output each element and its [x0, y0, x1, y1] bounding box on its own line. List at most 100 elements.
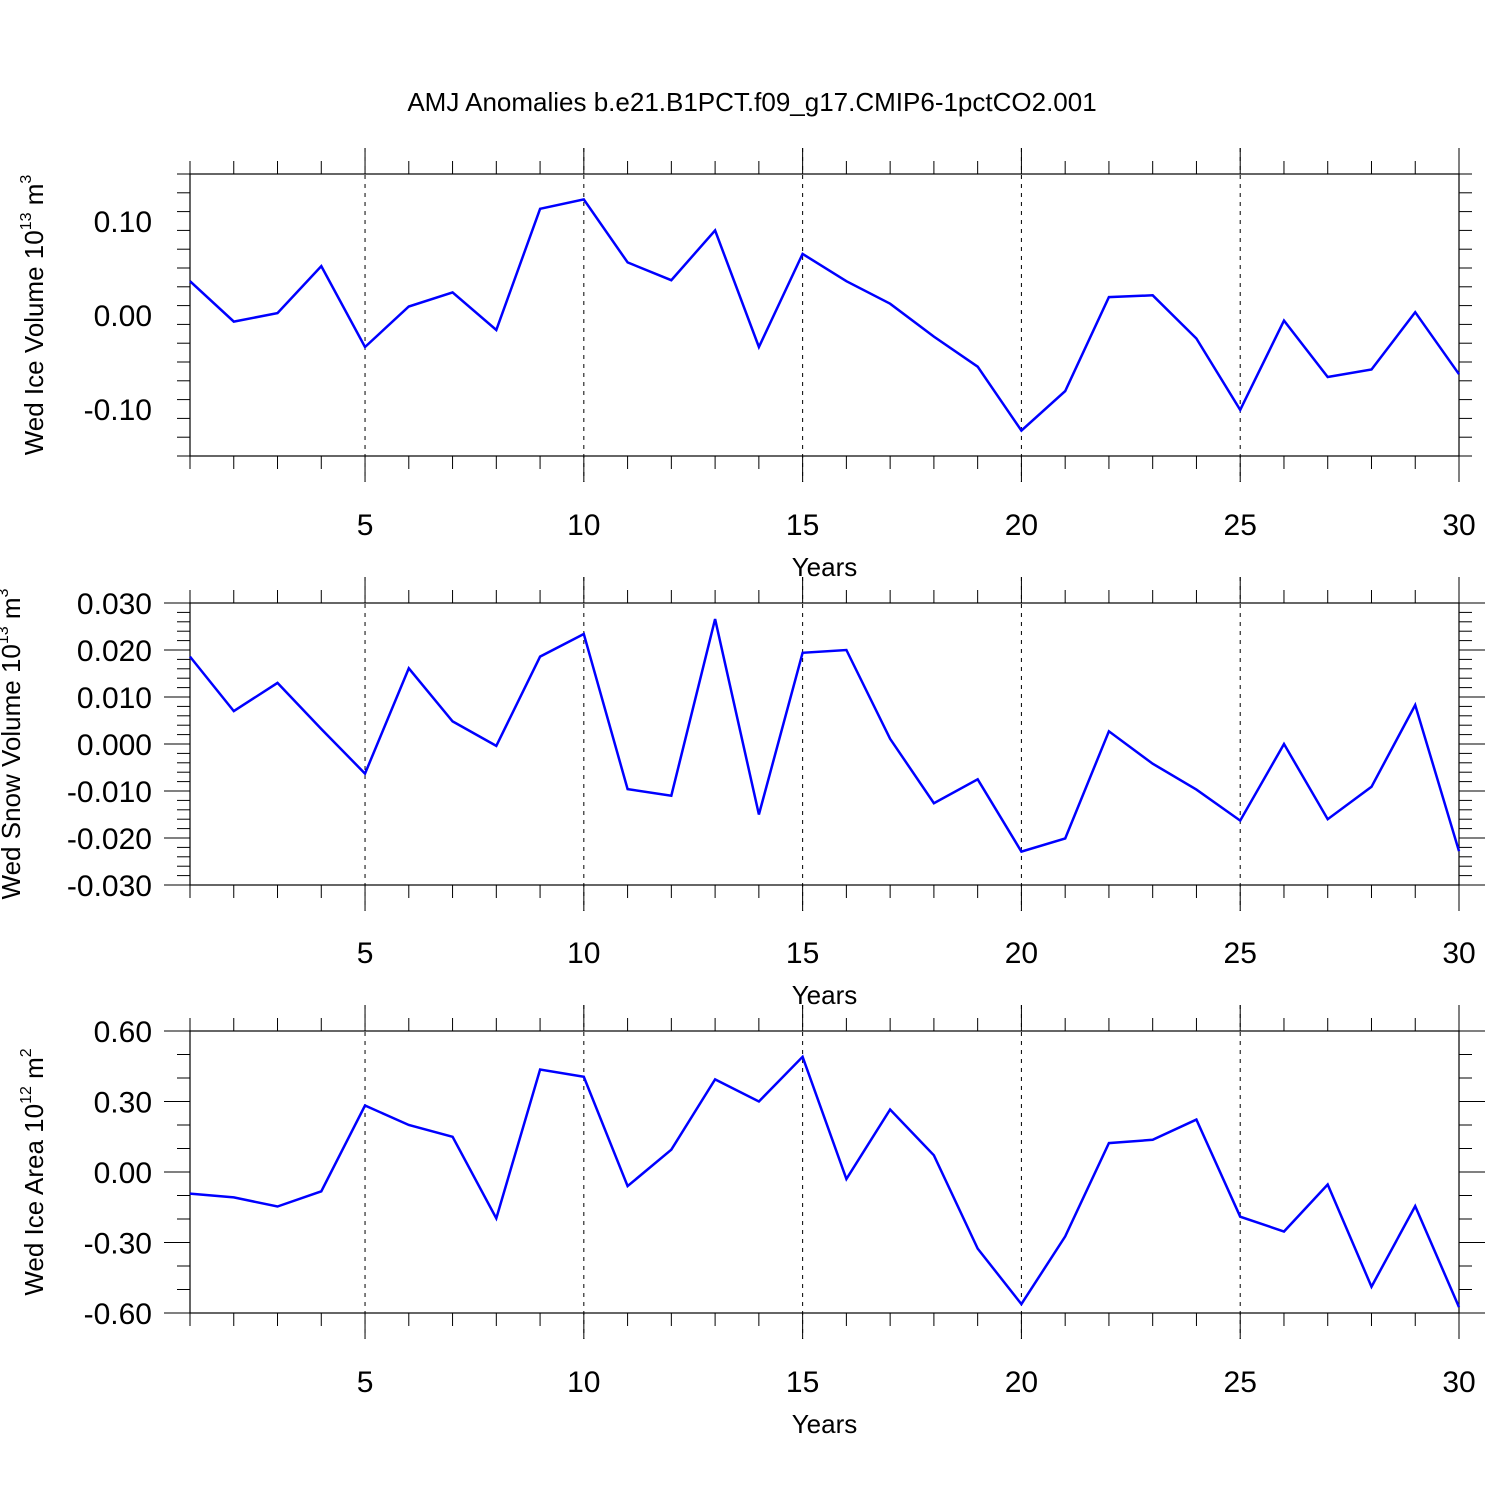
data-point — [276, 311, 280, 315]
data-point — [713, 228, 717, 232]
data-point — [1413, 310, 1417, 314]
data-point — [1019, 850, 1023, 854]
plot-frame — [189, 602, 1460, 886]
data-point — [1019, 1302, 1023, 1306]
data-point — [757, 345, 761, 349]
data-point — [232, 320, 236, 324]
data-point — [669, 278, 673, 282]
data-point — [451, 719, 455, 723]
data-point — [451, 1135, 455, 1139]
series-line — [189, 198, 1461, 433]
data-point — [1282, 319, 1286, 323]
panel-2: -0.030 -0.020 -0.010 0.000 0.010 0.020 0.030 5 1… — [0, 577, 1485, 1010]
data-point — [363, 772, 367, 776]
data-point — [1326, 1182, 1330, 1186]
data-point — [494, 328, 498, 332]
data-point — [1151, 762, 1155, 766]
x-tick-label: 15 — [786, 1366, 819, 1399]
data-point — [538, 655, 542, 659]
data-point — [801, 252, 805, 256]
data-point — [232, 1195, 236, 1199]
data-point — [1107, 729, 1111, 733]
data-point — [1457, 849, 1461, 853]
data-point — [1063, 836, 1067, 840]
data-point — [1107, 1141, 1111, 1145]
data-point — [538, 207, 542, 211]
data-point — [976, 365, 980, 369]
x-tick-label: 20 — [1005, 937, 1038, 970]
y-tick-label: 0.30 — [94, 1087, 152, 1120]
data-point — [407, 305, 411, 309]
x-tick-label: 15 — [786, 509, 819, 542]
series-line — [189, 618, 1461, 854]
data-point — [1238, 1215, 1242, 1219]
y-axis-label: Wed Ice Volume 1013 m3 — [18, 175, 49, 456]
data-point — [1457, 372, 1461, 376]
panel-1: -0.10 0.00 0.10 5 10 15 20 25 30 Years Wed Ice Vol… — [18, 148, 1476, 582]
y-tick-label: 0.00 — [94, 1157, 152, 1190]
data-point — [669, 1148, 673, 1152]
y-axis-label-unit: m — [0, 597, 26, 626]
data-point — [801, 1055, 805, 1059]
plot-frame — [189, 173, 1460, 457]
y-axis-label: Wed Ice Area 1012 m2 — [18, 1048, 49, 1295]
x-tick-label: 10 — [567, 937, 600, 970]
data-point — [582, 632, 586, 636]
x-tick-label: 30 — [1442, 937, 1475, 970]
data-point — [757, 813, 761, 817]
data-point — [1238, 408, 1242, 412]
series-line — [189, 1054, 1461, 1308]
x-tick-label: 20 — [1005, 1366, 1038, 1399]
y-tick-label: -0.30 — [84, 1228, 152, 1261]
x-tick-label: 5 — [357, 937, 374, 970]
y-tick-label: 0.020 — [77, 635, 152, 668]
x-tick-label: 25 — [1224, 1366, 1257, 1399]
data-point — [1194, 337, 1198, 341]
y-tick-label: 0.10 — [94, 206, 152, 239]
data-point — [844, 1177, 848, 1181]
data-point — [844, 279, 848, 283]
y-tick-label: -0.020 — [67, 823, 152, 856]
data-point — [713, 617, 717, 621]
y-axis-label-text: Wed Snow Volume 10 — [0, 644, 26, 899]
data-point — [1369, 785, 1373, 789]
y-tick-label: -0.010 — [67, 776, 152, 809]
data-point — [494, 744, 498, 748]
data-point — [363, 1103, 367, 1107]
data-point — [932, 801, 936, 805]
data-point — [188, 655, 192, 659]
data-point — [1019, 429, 1023, 433]
data-point — [1282, 742, 1286, 746]
data-point — [494, 1216, 498, 1220]
x-tick-label: 25 — [1224, 509, 1257, 542]
data-point — [1238, 819, 1242, 823]
x-tick-label: 5 — [357, 1366, 374, 1399]
data-point — [888, 302, 892, 306]
y-axis-label-unit: m — [19, 184, 49, 213]
y-axis-label: Wed Snow Volume 1013 m3 — [0, 588, 26, 899]
y-tick-label: 0.60 — [94, 1016, 152, 1049]
x-tick-label: 30 — [1442, 1366, 1475, 1399]
data-point — [1326, 817, 1330, 821]
x-axis-label: Years — [792, 1409, 858, 1439]
y-tick-label: -0.10 — [84, 394, 152, 427]
data-point — [626, 260, 630, 264]
data-point — [319, 1189, 323, 1193]
y-axis-label-unit-exponent: 3 — [0, 588, 12, 597]
x-tick-label: 15 — [786, 937, 819, 970]
data-point — [538, 1068, 542, 1072]
data-point — [1063, 1234, 1067, 1238]
x-tick-label: 10 — [567, 509, 600, 542]
data-point — [932, 1153, 936, 1157]
x-tick-label: 10 — [567, 1366, 600, 1399]
data-point — [1107, 295, 1111, 299]
data-point — [276, 681, 280, 685]
y-axis-label-text: Wed Ice Volume 10 — [19, 230, 49, 455]
data-point — [363, 345, 367, 349]
data-point — [407, 666, 411, 670]
y-tick-label: 0.00 — [94, 300, 152, 333]
y-axis-label-exponent: 13 — [18, 212, 35, 230]
data-point — [1413, 703, 1417, 707]
data-point — [451, 290, 455, 294]
y-axis-label-unit-exponent: 2 — [18, 1048, 35, 1057]
